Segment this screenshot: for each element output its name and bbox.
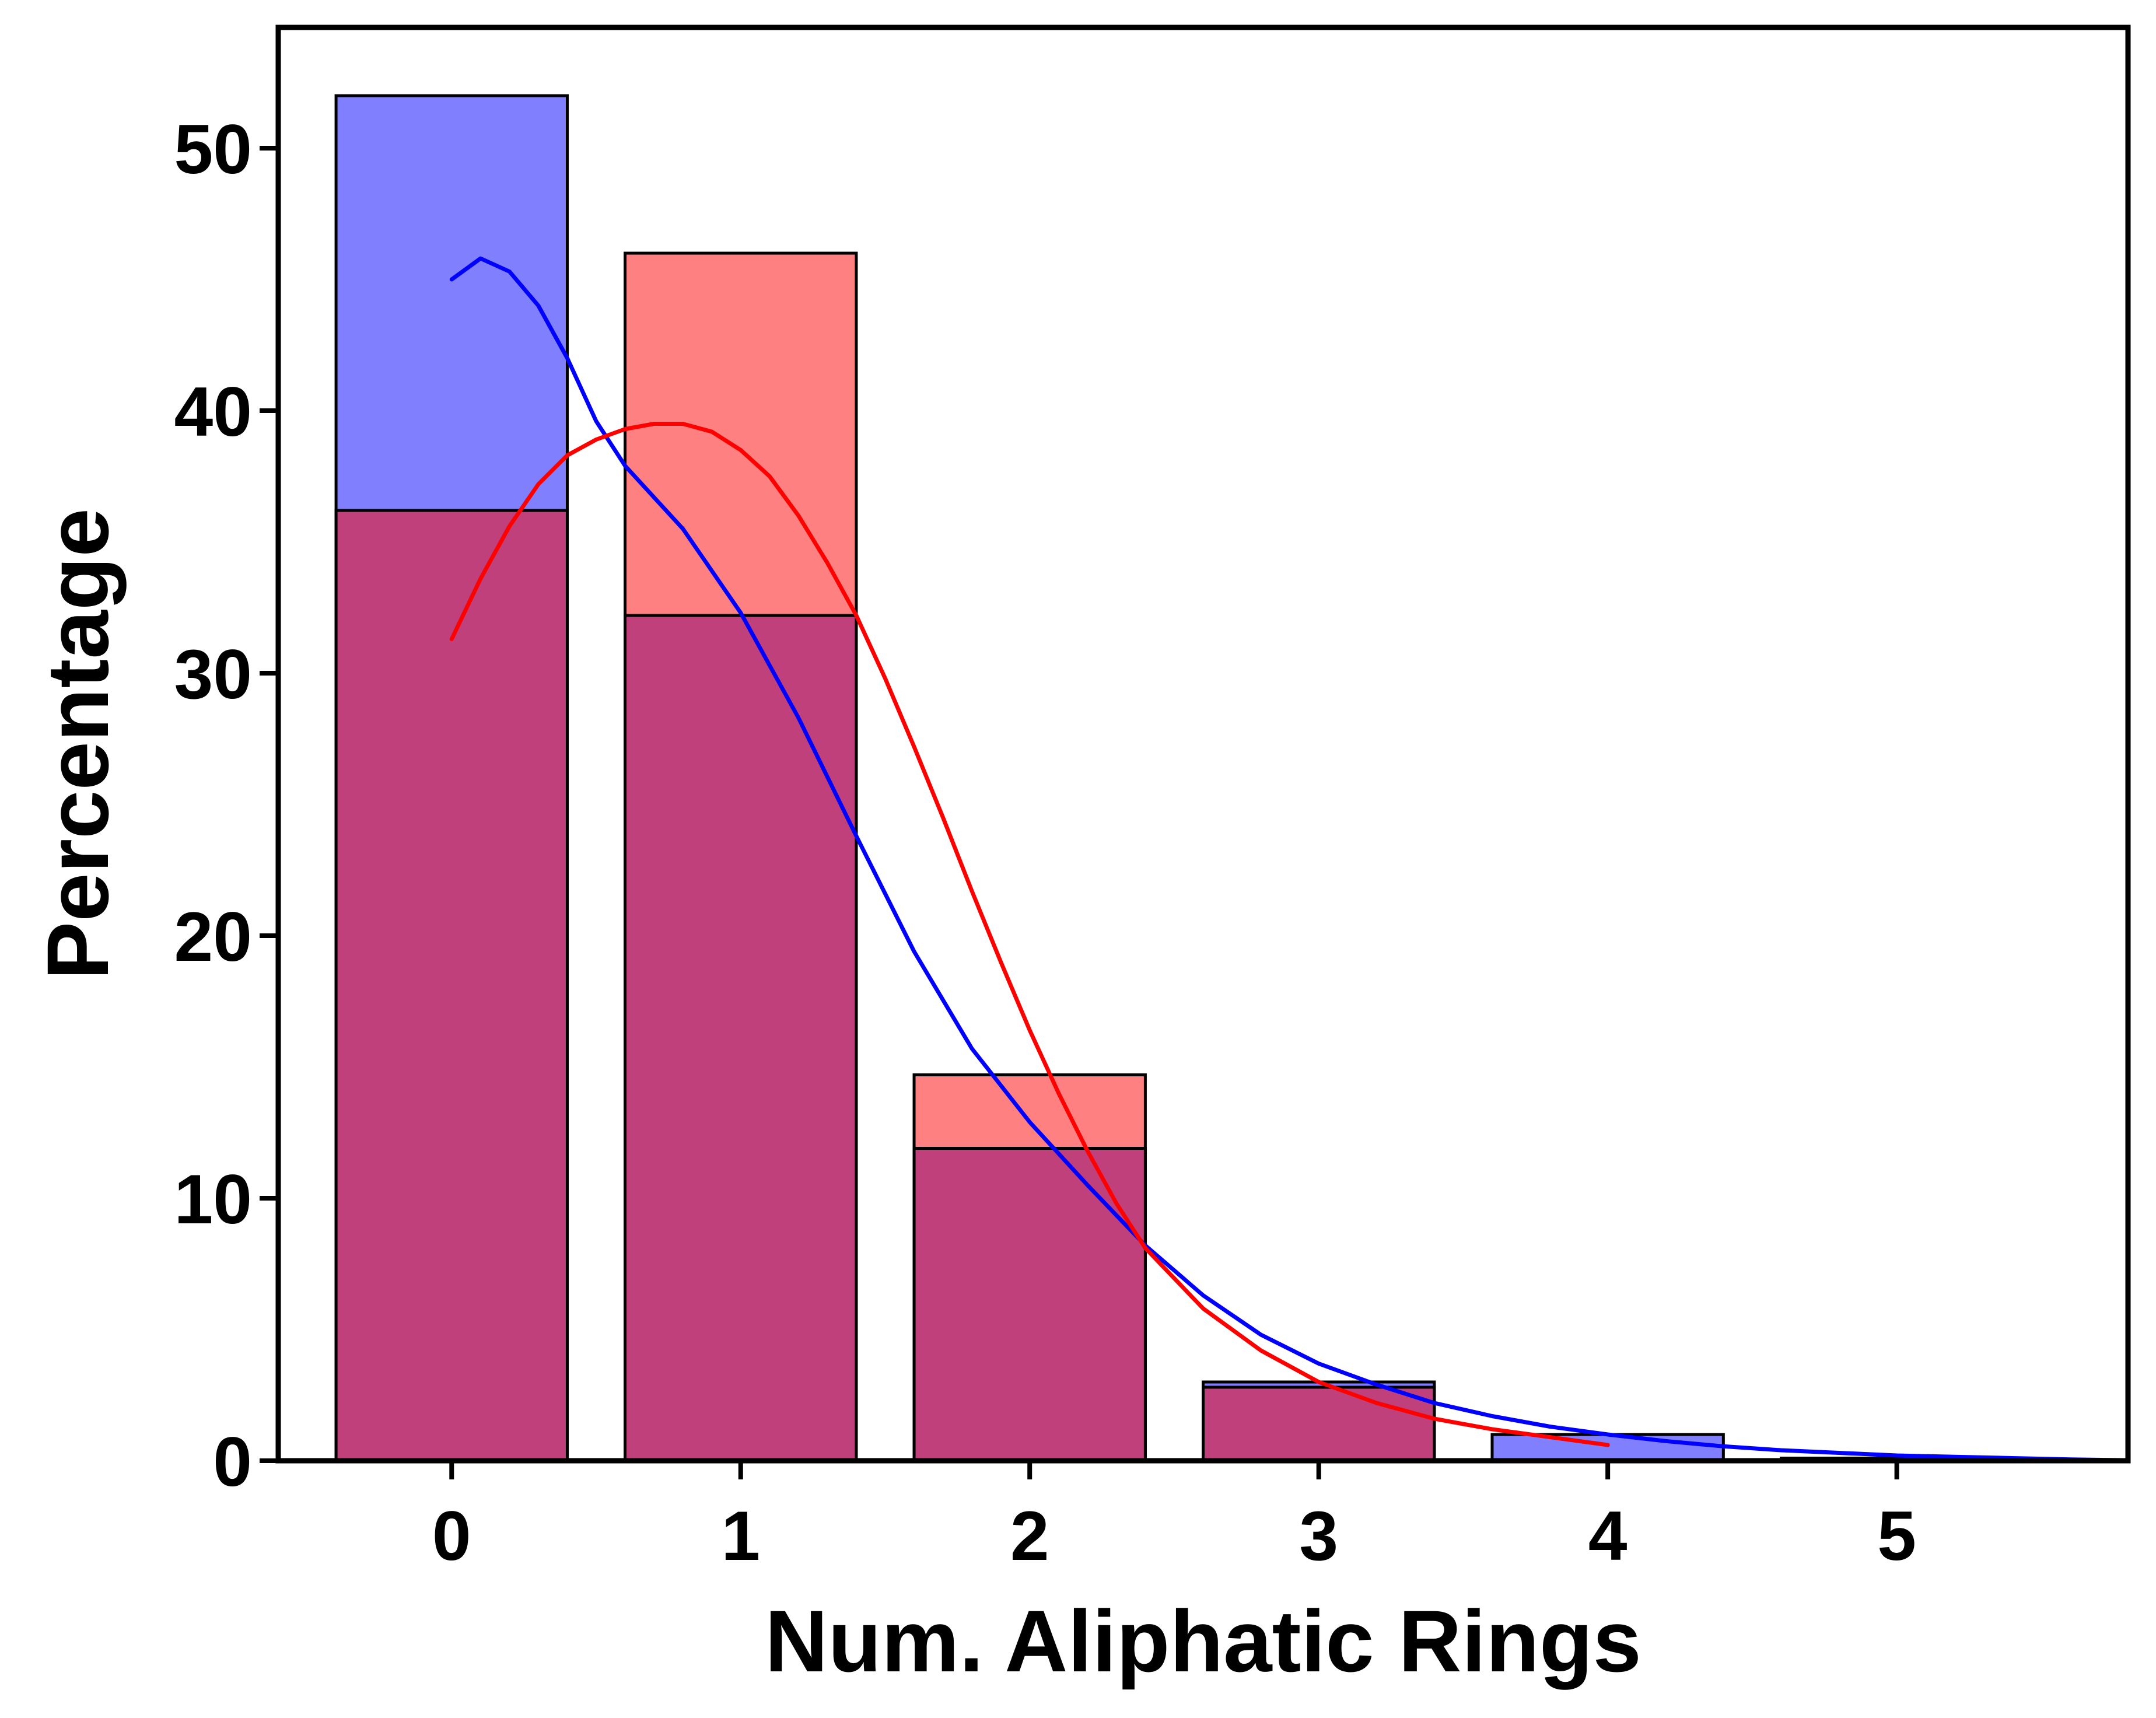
- bar-overlap-2: [912, 1147, 1147, 1462]
- bar-overlap-0: [334, 509, 569, 1462]
- x-tick-label: 5: [1877, 1497, 1916, 1575]
- y-tick-label: 50: [174, 110, 252, 188]
- bar-4: [1490, 1433, 1725, 1462]
- x-tick-label: 2: [1010, 1497, 1049, 1575]
- x-tick-label: 0: [432, 1497, 471, 1575]
- y-tick-label: 0: [213, 1423, 252, 1501]
- bars-layer: [334, 94, 2014, 1462]
- y-tick-label: 20: [174, 898, 252, 976]
- x-axis-ticks: 0 1 2 3 4 5: [432, 1461, 1916, 1575]
- x-axis-label: Num. Aliphatic Rings: [765, 1592, 1642, 1690]
- bar-overlap-3: [1202, 1385, 1436, 1462]
- y-tick-label: 40: [174, 373, 252, 451]
- y-tick-label: 30: [174, 635, 252, 713]
- y-axis-label: Percentage: [29, 508, 127, 980]
- x-tick-label: 1: [721, 1497, 760, 1575]
- y-axis-ticks: 0 10 20 30 40 50: [174, 110, 278, 1501]
- plot-frame: [275, 25, 2131, 1464]
- x-tick-label: 3: [1299, 1497, 1338, 1575]
- bar-overlap-1: [624, 614, 858, 1462]
- y-tick-label: 10: [174, 1160, 252, 1238]
- x-tick-label: 4: [1588, 1497, 1628, 1575]
- kde-line-1: [449, 422, 1610, 1447]
- kde-lines-layer: [449, 256, 2130, 1462]
